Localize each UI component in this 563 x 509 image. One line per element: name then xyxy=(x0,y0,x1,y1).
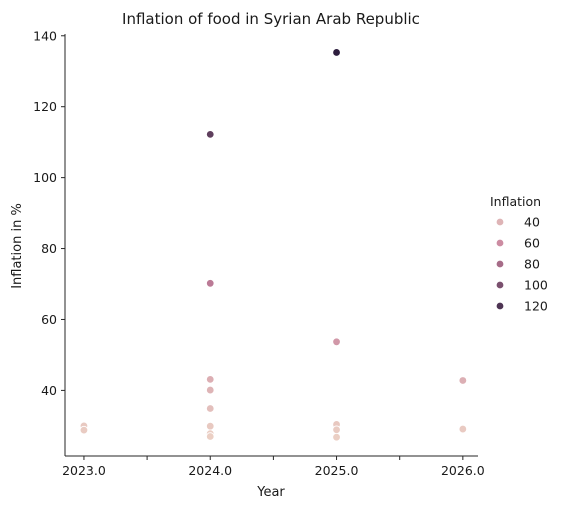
chart-title: Inflation of food in Syrian Arab Republi… xyxy=(122,10,420,28)
data-point xyxy=(79,425,89,435)
legend-label: 80 xyxy=(524,257,540,272)
y-tick-label: 60 xyxy=(41,312,57,327)
data-points xyxy=(79,48,468,442)
data-point xyxy=(458,376,468,385)
data-point xyxy=(332,433,341,442)
legend-marker xyxy=(495,259,505,269)
data-point xyxy=(206,385,215,395)
y-axis-label: Inflation in % xyxy=(10,203,25,289)
data-point xyxy=(206,422,215,431)
legend-marker xyxy=(495,301,505,311)
legend-label: 40 xyxy=(524,215,540,230)
legend: Inflation 40 60 80 100 120 xyxy=(490,194,548,314)
data-point xyxy=(206,432,215,441)
x-tick-label: 2025.0 xyxy=(315,463,359,478)
x-tick-label: 2023.0 xyxy=(62,463,106,478)
y-tick-label: 140 xyxy=(33,28,57,43)
data-point xyxy=(332,48,341,57)
legend-title: Inflation xyxy=(490,194,541,209)
data-point xyxy=(332,425,341,434)
legend-marker xyxy=(495,238,505,248)
y-axis: 40 60 80 100 120 140 xyxy=(33,28,66,456)
legend-label: 100 xyxy=(524,278,548,293)
data-point xyxy=(458,424,468,434)
x-tick-label: 2024.0 xyxy=(188,463,232,478)
data-point xyxy=(332,337,341,347)
legend-label: 60 xyxy=(524,236,540,251)
data-point xyxy=(206,279,215,288)
data-point xyxy=(206,404,215,413)
data-point xyxy=(206,375,215,384)
y-tick-label: 80 xyxy=(41,241,57,256)
legend-label: 120 xyxy=(524,299,548,314)
y-tick-label: 120 xyxy=(33,99,57,114)
y-tick-label: 40 xyxy=(41,383,57,398)
legend-marker xyxy=(495,217,505,227)
data-point xyxy=(206,130,215,139)
x-axis-label: Year xyxy=(256,485,285,500)
legend-marker xyxy=(495,280,505,290)
x-axis: 2023.0 2024.0 2025.0 2026.0 xyxy=(62,455,485,478)
x-tick-label: 2026.0 xyxy=(441,463,485,478)
y-tick-label: 100 xyxy=(33,170,57,185)
